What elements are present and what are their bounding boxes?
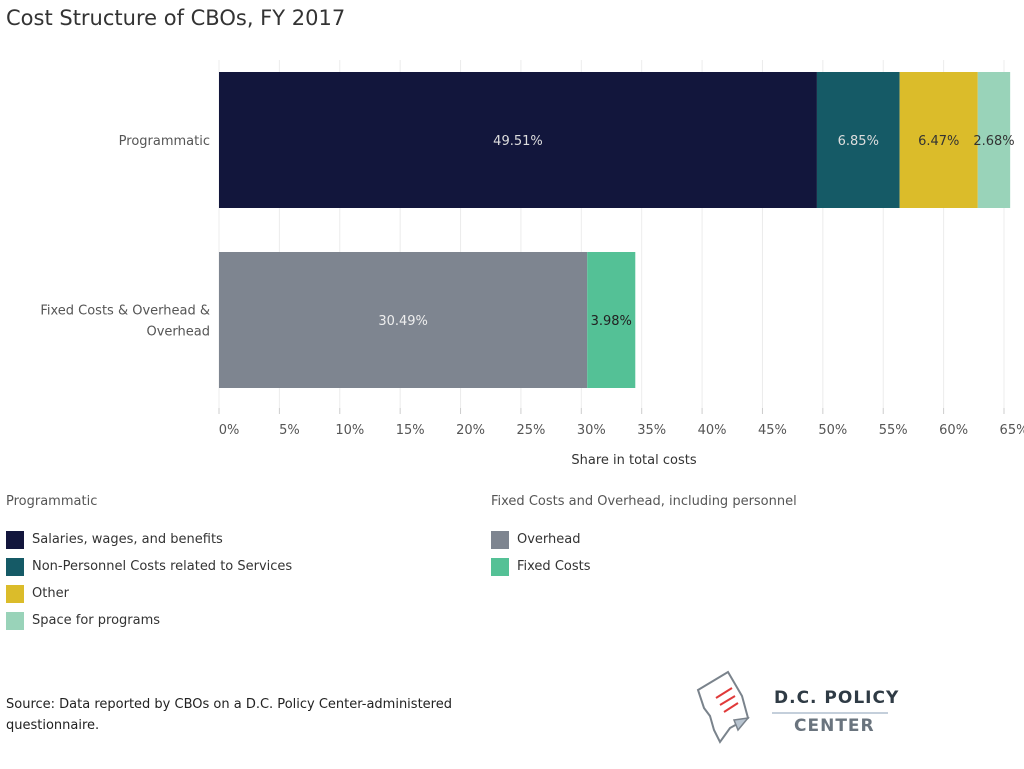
bar-segment — [587, 252, 636, 388]
legend-group-title: Fixed Costs and Overhead, including pers… — [491, 494, 797, 509]
x-tick-label: 30% — [577, 423, 606, 438]
category-label: Fixed Costs & Overhead & — [40, 304, 210, 319]
legend-label: Other — [32, 586, 69, 601]
legend-item[interactable]: Salaries, wages, and benefits — [6, 526, 223, 553]
bar-segment — [219, 252, 588, 388]
bar-segment — [977, 72, 1011, 208]
x-tick-label: 0% — [219, 423, 240, 438]
category-label: Programmatic — [119, 134, 210, 149]
x-axis-title: Share in total costs — [571, 453, 696, 468]
legend-label: Space for programs — [32, 613, 161, 628]
x-tick-label: 60% — [939, 423, 968, 438]
bar-segment — [219, 72, 817, 208]
logo-document-icon — [696, 670, 750, 744]
legend-item[interactable]: Space for programs — [6, 607, 160, 634]
legend-item[interactable]: Non-Personnel Costs related to Services — [6, 553, 292, 580]
data-label: 6.85% — [838, 134, 879, 149]
x-tick-label: 45% — [758, 423, 787, 438]
legend-item[interactable]: Other — [6, 580, 69, 607]
bar-segment — [899, 72, 978, 208]
category-label: Overhead — [147, 325, 211, 340]
chart-title: Cost Structure of CBOs, FY 2017 — [6, 6, 346, 30]
x-tick-label: 5% — [279, 423, 300, 438]
legend-item[interactable]: Overhead — [491, 526, 581, 553]
bar-segment — [816, 72, 900, 208]
data-label: 6.47% — [918, 134, 959, 149]
legend-swatch — [491, 530, 509, 549]
x-tick-label: 40% — [698, 423, 727, 438]
x-tick-label: 25% — [516, 423, 545, 438]
bar-chart: 0% 5% 10% 15% 20% 25% 30% 35% 40% 45% 50% 55% 60% 65%… — [40, 60, 1024, 468]
x-tick-label: 15% — [396, 423, 425, 438]
legend-swatch — [491, 557, 509, 576]
legend-label: Fixed Costs — [517, 559, 591, 574]
legend-swatch — [6, 584, 24, 603]
x-tick-label: 50% — [818, 423, 847, 438]
logo-line2: CENTER — [794, 716, 875, 736]
x-tick-label: 20% — [456, 423, 485, 438]
logo-line1: D.C. POLICY — [774, 688, 900, 708]
source-note: Source: Data reported by CBOs on a D.C. … — [6, 697, 452, 733]
x-tick-label: 35% — [637, 423, 666, 438]
legend-item[interactable]: Fixed Costs — [491, 553, 591, 580]
legend-swatch — [6, 611, 24, 630]
legend-swatch — [6, 530, 24, 549]
data-label: 3.98% — [591, 314, 632, 329]
legend-swatch — [6, 557, 24, 576]
dc-policy-center-logo: D.C. POLICY CENTER — [690, 668, 900, 748]
legend-label: Salaries, wages, and benefits — [32, 532, 223, 547]
data-label: 30.49% — [378, 314, 428, 329]
legend-group-title: Programmatic — [6, 494, 98, 509]
data-label: 2.68% — [973, 134, 1014, 149]
x-tick-label: 10% — [335, 423, 364, 438]
x-tick-label: 55% — [879, 423, 908, 438]
x-tick-label: 65% — [1000, 423, 1024, 438]
legend-label: Overhead — [517, 532, 581, 547]
data-label: 49.51% — [493, 134, 543, 149]
legend-label: Non-Personnel Costs related to Services — [32, 559, 293, 574]
